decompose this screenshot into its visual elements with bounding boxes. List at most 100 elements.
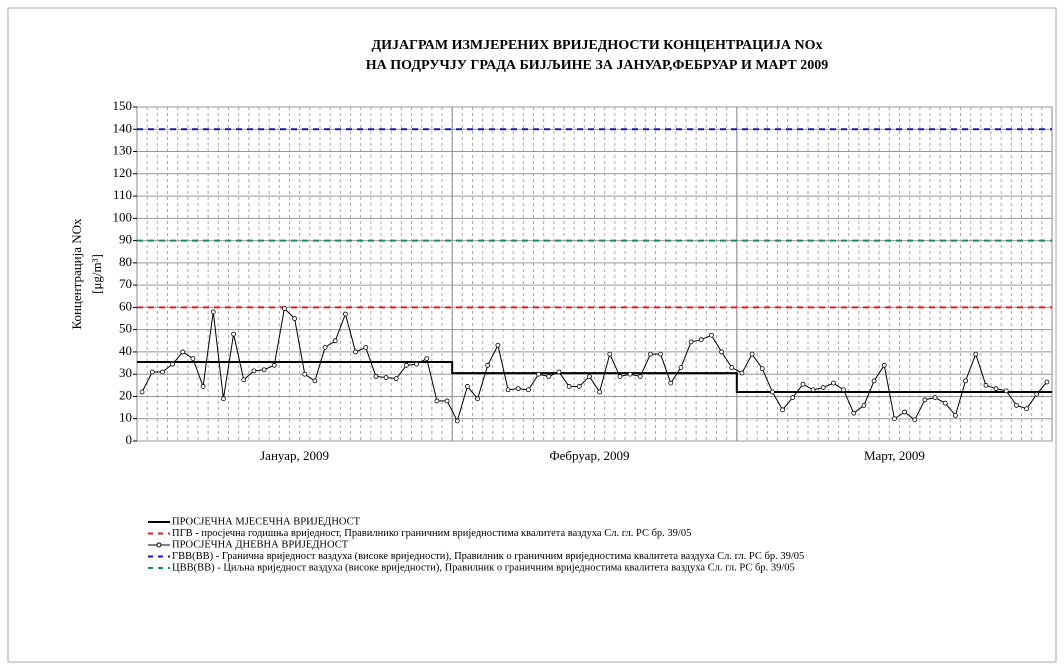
daily-point (139, 389, 145, 395)
daily-point (770, 389, 775, 395)
y-tick-label: 100 (113, 209, 133, 224)
daily-point (271, 362, 277, 368)
daily-point (963, 378, 968, 384)
daily-point (322, 345, 328, 350)
daily-point (912, 417, 918, 423)
daily-point (831, 380, 836, 386)
daily-point (861, 402, 867, 408)
daily-point (871, 378, 877, 384)
monthly-average-line (137, 360, 1052, 394)
daily-point (973, 351, 979, 357)
daily-point (688, 339, 694, 345)
chart-title: ДИЈАГРАМ ИЗМЈЕРЕНИХ ВРИЈЕДНОСТИ КОНЦЕНТР… (371, 38, 822, 53)
daily-point (810, 387, 816, 393)
daily-point (526, 387, 531, 393)
legend-label: ПРОСЈЕЧНА МЈЕСЕЧНА ВРИЈЕДНОСТ (172, 516, 361, 527)
daily-point (221, 396, 226, 402)
daily-point (404, 362, 409, 368)
y-axis-label: [μg/m³] (89, 254, 104, 294)
daily-point (719, 349, 724, 355)
daily-point (261, 367, 267, 373)
chart-title: НА ПОДРУЧЈУ ГРАДА БИЈЉИНЕ ЗА ЈАНУАР,ФЕБР… (366, 58, 828, 73)
daily-point (993, 386, 999, 392)
x-tick-label: Март, 2009 (864, 448, 925, 463)
daily-point (637, 374, 643, 379)
daily-point (1024, 406, 1029, 412)
daily-point (1044, 379, 1050, 385)
y-tick-label: 130 (113, 143, 133, 158)
daily-point (1034, 391, 1040, 397)
daily-point (465, 384, 470, 389)
daily-point (597, 389, 602, 395)
daily-point (241, 377, 247, 383)
daily-point (231, 331, 236, 337)
daily-point (343, 311, 348, 317)
y-tick-label: 40 (119, 343, 132, 358)
daily-point (759, 366, 765, 372)
y-tick-label: 150 (113, 98, 133, 113)
daily-point (709, 332, 714, 338)
legend-label: ЦВВ(ВВ) - Циљна вриједност ваздуха (висо… (172, 562, 795, 573)
daily-point (282, 306, 287, 311)
daily-point (353, 349, 358, 355)
daily-point (434, 398, 440, 404)
y-tick-label: 140 (113, 120, 133, 135)
daily-point (729, 365, 735, 370)
daily-point (373, 374, 379, 379)
y-tick-label: 0 (126, 432, 133, 447)
daily-point (546, 374, 552, 379)
daily-point (383, 375, 389, 380)
daily-point (566, 384, 572, 389)
daily-point (495, 342, 501, 348)
y-tick-label: 120 (113, 165, 133, 180)
daily-point (444, 398, 450, 404)
legend-label: ПРОСЈЕЧНА ДНЕВНА ВРИЈЕДНОСТ (172, 539, 349, 550)
daily-point (454, 418, 460, 424)
daily-point (414, 361, 419, 367)
legend-label: ГВВ(ВВ) - Гранична вриједност ваздуха (в… (172, 551, 804, 562)
legend-marker (156, 542, 162, 548)
daily-point (942, 400, 948, 406)
daily-point (648, 351, 653, 357)
daily-point (902, 409, 907, 415)
daily-point (658, 351, 663, 357)
daily-point (800, 381, 806, 387)
y-tick-label: 70 (119, 276, 132, 291)
daily-point (922, 397, 928, 403)
daily-point (678, 365, 684, 370)
y-tick-label: 60 (119, 298, 132, 313)
y-tick-label: 50 (119, 321, 132, 336)
y-axis-label: Концентрација NOx (69, 218, 84, 330)
daily-point (190, 356, 196, 362)
daily-point (475, 396, 480, 402)
daily-point (393, 376, 399, 382)
daily-point (668, 380, 674, 386)
daily-point (424, 356, 430, 362)
daily-point (536, 371, 541, 377)
legend-label: ПГВ - просјечна годишња вриједност, Прав… (172, 528, 691, 539)
y-tick-label: 30 (119, 365, 132, 380)
y-tick-label: 110 (113, 187, 132, 202)
daily-point (149, 369, 155, 375)
daily-point (607, 351, 613, 357)
daily-point (1003, 388, 1009, 394)
daily-point (1014, 402, 1019, 408)
x-tick-label: Јануар, 2009 (260, 448, 329, 463)
daily-point (505, 387, 511, 393)
y-tick-label: 80 (119, 254, 132, 269)
y-tick-label: 90 (119, 232, 132, 247)
y-tick-label: 10 (119, 410, 132, 425)
daily-point (485, 362, 491, 368)
daily-point (332, 338, 338, 344)
daily-point (576, 384, 582, 389)
daily-point (790, 395, 796, 400)
daily-point (556, 369, 562, 375)
frame (7, 7, 1057, 663)
daily-point (739, 370, 745, 376)
daily-point (892, 416, 897, 422)
daily-point (617, 374, 623, 379)
daily-point (302, 371, 308, 377)
daily-point (312, 378, 318, 384)
daily-point (953, 412, 958, 418)
daily-point (851, 410, 857, 416)
